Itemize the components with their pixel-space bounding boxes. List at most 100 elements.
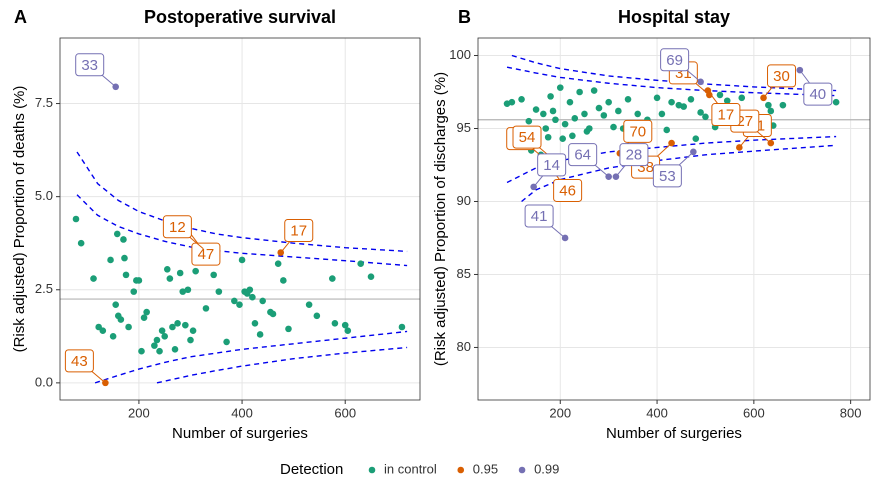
panel-tag: B	[458, 7, 471, 27]
point	[605, 98, 612, 106]
point	[569, 132, 576, 140]
point	[595, 104, 603, 112]
point	[313, 312, 321, 320]
point	[121, 254, 128, 262]
x-axis-label: Number of surgeries	[606, 425, 742, 442]
point	[130, 288, 138, 295]
label-box	[512, 125, 542, 149]
point	[697, 109, 704, 116]
point	[398, 323, 406, 331]
point	[143, 308, 150, 316]
control-limit	[76, 151, 408, 253]
legend-label: 0.99	[534, 461, 559, 476]
point	[566, 98, 574, 106]
label-box	[652, 164, 682, 188]
point	[305, 301, 313, 308]
control-limit	[506, 66, 837, 97]
point-label: 12	[169, 219, 186, 236]
limits	[76, 151, 408, 384]
y-tick-label: 90	[457, 193, 471, 208]
label-box	[162, 215, 192, 239]
point-label: 53	[659, 168, 676, 185]
point	[120, 236, 127, 243]
point	[107, 256, 114, 264]
point	[547, 93, 554, 100]
x-tick-label: 200	[549, 405, 571, 420]
label-box	[75, 53, 105, 77]
point	[508, 98, 516, 106]
point-label: 14	[543, 157, 560, 174]
point	[738, 94, 746, 102]
point-label: 46	[559, 182, 576, 199]
point	[210, 271, 217, 279]
point	[161, 333, 168, 340]
point	[274, 260, 282, 267]
point	[192, 267, 199, 275]
point	[634, 110, 642, 118]
point-label: 17	[718, 107, 735, 124]
point	[163, 265, 171, 273]
point	[156, 347, 163, 355]
point	[166, 275, 174, 282]
y-tick-label: 80	[457, 339, 471, 354]
point	[151, 342, 158, 349]
x-tick-label: 400	[646, 405, 668, 420]
point-label: 47	[198, 246, 215, 263]
point	[285, 325, 292, 333]
point	[542, 125, 550, 132]
point	[576, 88, 583, 96]
point	[231, 297, 238, 305]
point	[135, 277, 143, 284]
point	[113, 230, 121, 238]
point	[600, 112, 608, 119]
y-tick-label: 2.5	[35, 281, 53, 296]
control-limit	[156, 346, 408, 384]
point	[518, 96, 525, 103]
control-limit	[76, 194, 408, 267]
point	[138, 347, 145, 355]
point	[367, 273, 375, 281]
point	[624, 96, 632, 103]
y-axis-label: (Risk adjusted) Proportion of discharges…	[432, 72, 449, 366]
point	[179, 288, 187, 295]
y-tick-label: 5.0	[35, 188, 53, 203]
point	[72, 215, 80, 223]
point	[702, 113, 709, 121]
point	[189, 327, 197, 335]
y-tick-label: 100	[449, 47, 471, 62]
point	[269, 310, 277, 318]
point	[112, 301, 120, 308]
point	[615, 107, 622, 115]
point	[176, 269, 184, 277]
point	[767, 107, 775, 115]
y-tick-label: 85	[457, 266, 471, 281]
point	[256, 331, 264, 338]
point	[532, 106, 540, 113]
y-tick-label: 0.0	[35, 374, 53, 389]
legend-swatch	[457, 466, 465, 474]
point	[586, 125, 593, 132]
y-tick-label: 95	[457, 120, 471, 135]
label-box	[524, 204, 554, 228]
point	[559, 135, 566, 143]
point	[238, 256, 246, 264]
point-label: 30	[773, 68, 790, 85]
point	[109, 333, 117, 340]
point	[540, 110, 547, 118]
point	[125, 323, 132, 331]
point	[561, 120, 569, 128]
point	[357, 260, 364, 267]
point	[658, 110, 666, 118]
point	[779, 101, 787, 109]
point	[571, 114, 579, 122]
x-axis-label: Number of surgeries	[172, 425, 308, 442]
point-label: 43	[71, 353, 88, 370]
point	[246, 286, 254, 294]
panel-tag: A	[14, 7, 27, 27]
x-tick-label: 800	[840, 405, 862, 420]
y-axis-label: (Risk adjusted) Proportion of deaths (%)	[11, 86, 28, 353]
label-box	[568, 143, 598, 167]
point	[765, 101, 772, 109]
label-box	[619, 143, 649, 167]
